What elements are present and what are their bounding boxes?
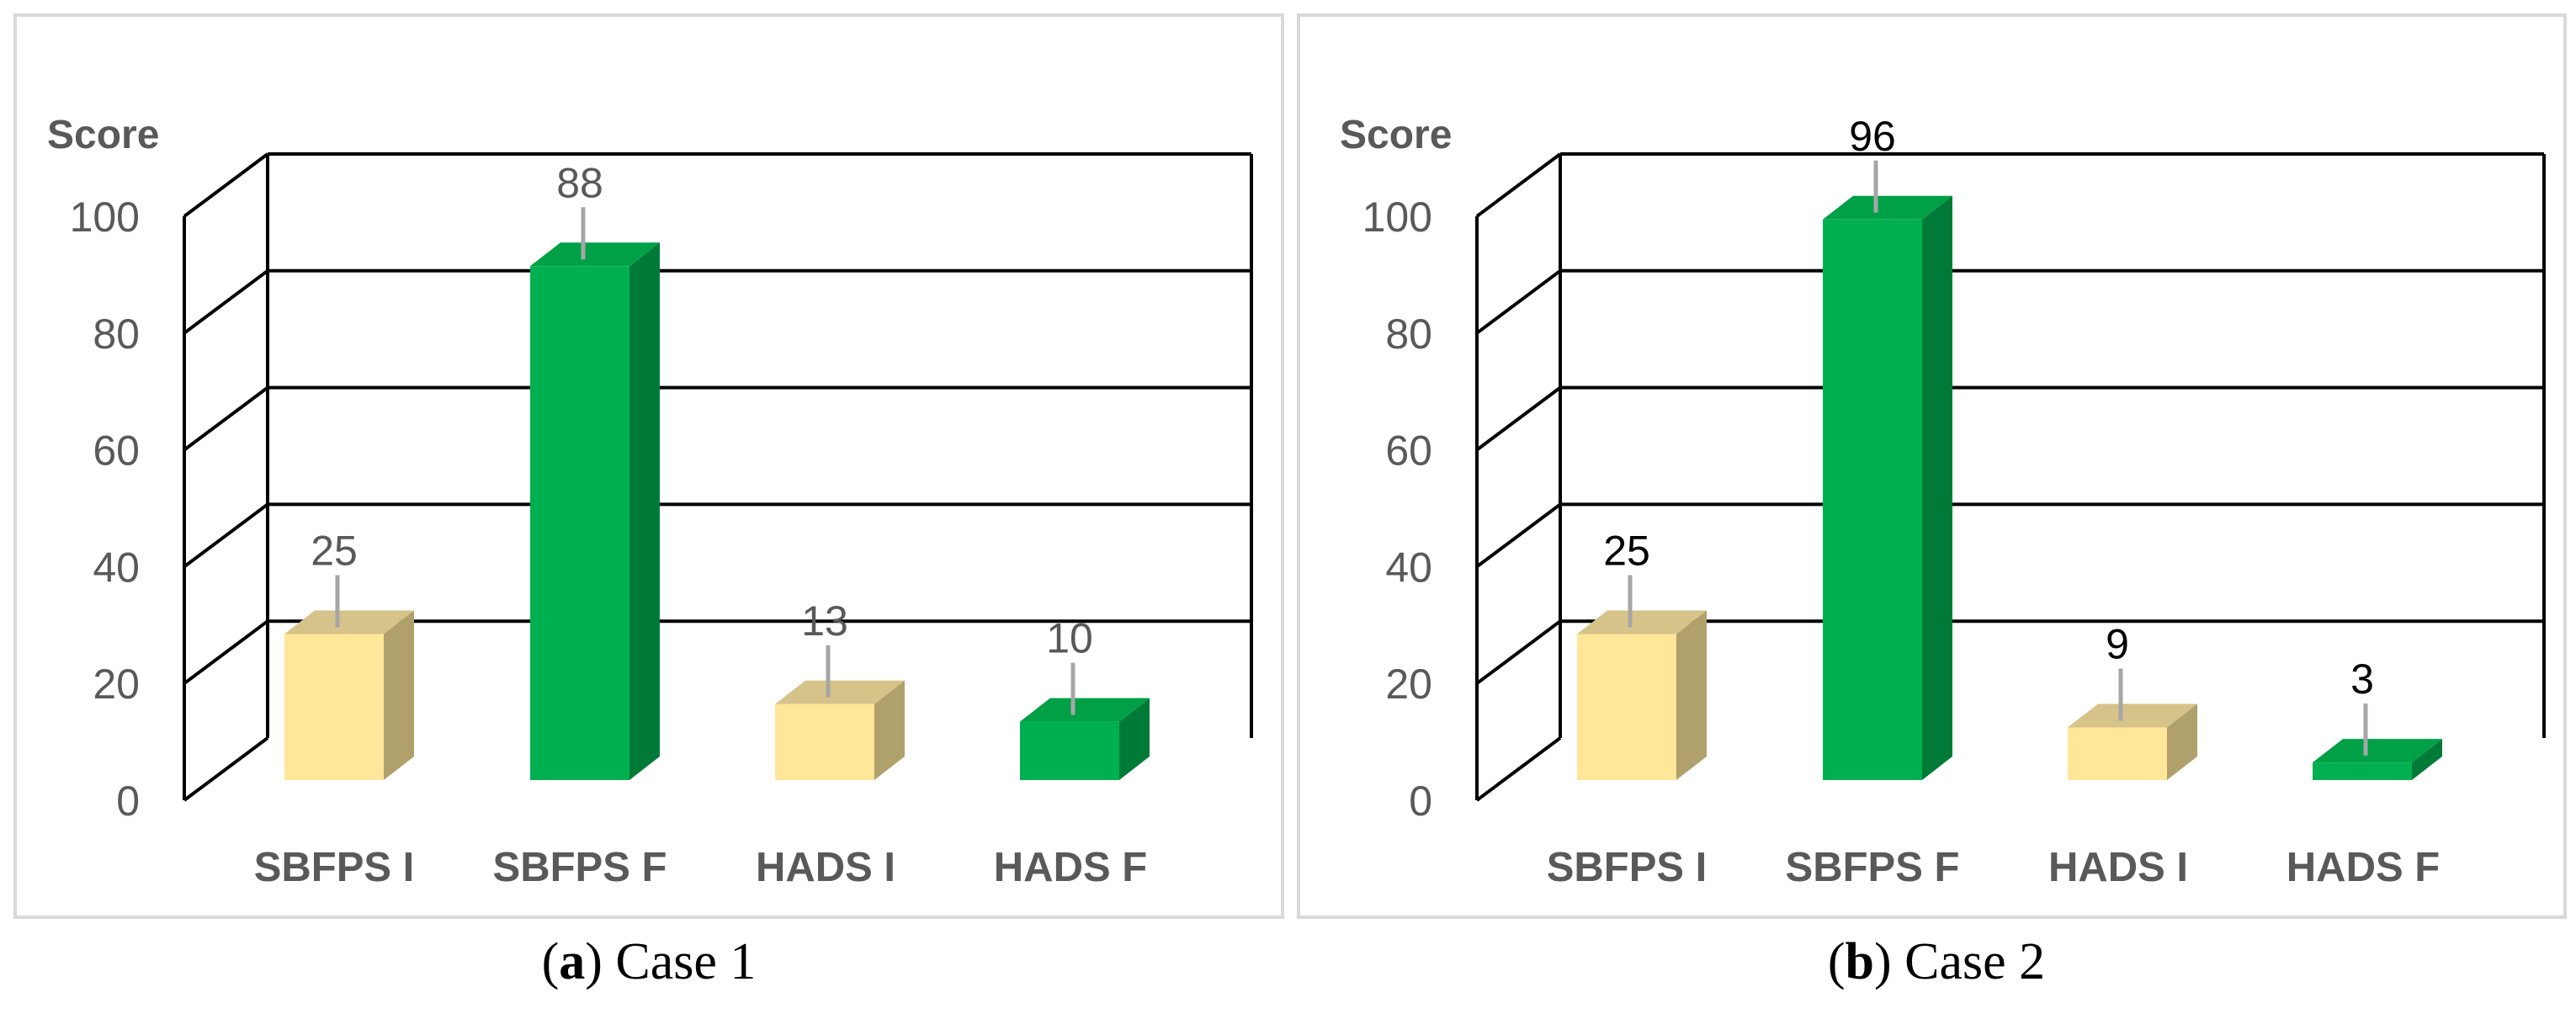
gridline [183, 619, 269, 685]
x-category-label: HADS I [756, 845, 895, 890]
gridline [1475, 385, 1562, 452]
gridline [1475, 502, 1562, 569]
gridline [1475, 619, 1562, 685]
bar [2068, 727, 2167, 780]
bar [2313, 762, 2412, 780]
caption-text: ) Case 1 [585, 933, 757, 990]
caption-letter: a [559, 933, 586, 990]
bar-top [1020, 698, 1150, 722]
data-label: 9 [2106, 621, 2129, 668]
bar-top [1823, 195, 1952, 220]
bar [1823, 219, 1922, 780]
y-tick-label: 20 [93, 661, 140, 708]
bar-top [775, 680, 905, 704]
x-category-label: HADS I [2048, 845, 2188, 890]
gridline [183, 269, 269, 335]
bar [284, 634, 384, 780]
gridline [1475, 736, 1562, 802]
gridline [1475, 152, 1562, 218]
y-tick-label: 100 [1362, 194, 1432, 241]
bar [1020, 721, 1119, 780]
data-label: 10 [1046, 615, 1093, 662]
data-label: 13 [801, 597, 848, 645]
y-tick-label: 80 [93, 310, 140, 358]
bar-side [1119, 698, 1150, 780]
caption-case-2: (b) Case 2 [1827, 933, 2046, 990]
data-label: 96 [1849, 113, 1896, 160]
y-tick-label: 0 [116, 778, 140, 825]
y-tick-label: 60 [93, 427, 140, 475]
bar-top [530, 242, 660, 267]
bar [775, 703, 874, 780]
bar-chart-case-2: Score 0 20 40 60 80 100 25 96 9 3 SBFPS I SBFPS F HAD… [1340, 113, 2546, 890]
caption-letter: b [1845, 933, 1874, 990]
bar-top [284, 610, 414, 634]
gridline [183, 152, 269, 218]
gridline [183, 736, 269, 802]
y-tick-label: 40 [93, 544, 140, 591]
y-tick-label: 0 [1409, 778, 1432, 825]
bar-chart-case-1: Score 0 20 40 60 80 100 25 88 13 10 SBFPS I SBFPS F H… [47, 113, 1253, 890]
bar-top [2068, 703, 2197, 728]
data-label: 3 [2350, 655, 2374, 703]
bar-top [1577, 610, 1707, 634]
x-category-label: SBFPS I [254, 845, 415, 890]
y-tick-label: 80 [1385, 310, 1432, 358]
data-label: 25 [311, 528, 358, 575]
x-category-label: SBFPS F [1786, 845, 1960, 890]
y-axis-label: Score [47, 113, 159, 157]
bar-side [1922, 195, 1952, 780]
bar [530, 266, 629, 780]
y-tick-label: 100 [70, 194, 140, 241]
y-tick-label: 20 [1385, 661, 1432, 708]
y-tick-label: 40 [1385, 544, 1432, 591]
bar-side [874, 680, 905, 780]
y-axis-label: Score [1340, 113, 1452, 157]
x-category-label: SBFPS I [1547, 845, 1708, 890]
x-category-label: HADS F [2287, 845, 2440, 890]
x-category-label: HADS F [994, 845, 1147, 890]
x-category-label: SBFPS F [493, 845, 667, 890]
bar-top [2313, 739, 2442, 763]
bar-side [1676, 610, 1707, 780]
gridline [1475, 269, 1562, 335]
bar-side [629, 242, 660, 780]
bar-side [384, 610, 414, 780]
gridline [183, 385, 269, 452]
gridline [183, 502, 269, 569]
bar-side [2412, 739, 2442, 780]
data-label: 25 [1603, 528, 1650, 575]
data-label: 88 [556, 159, 603, 206]
bar-side [2167, 703, 2197, 780]
caption-text: ) Case 2 [1873, 933, 2046, 990]
caption-case-1: (a) Case 1 [541, 933, 757, 990]
y-tick-label: 60 [1385, 427, 1432, 475]
bar [1577, 634, 1676, 780]
